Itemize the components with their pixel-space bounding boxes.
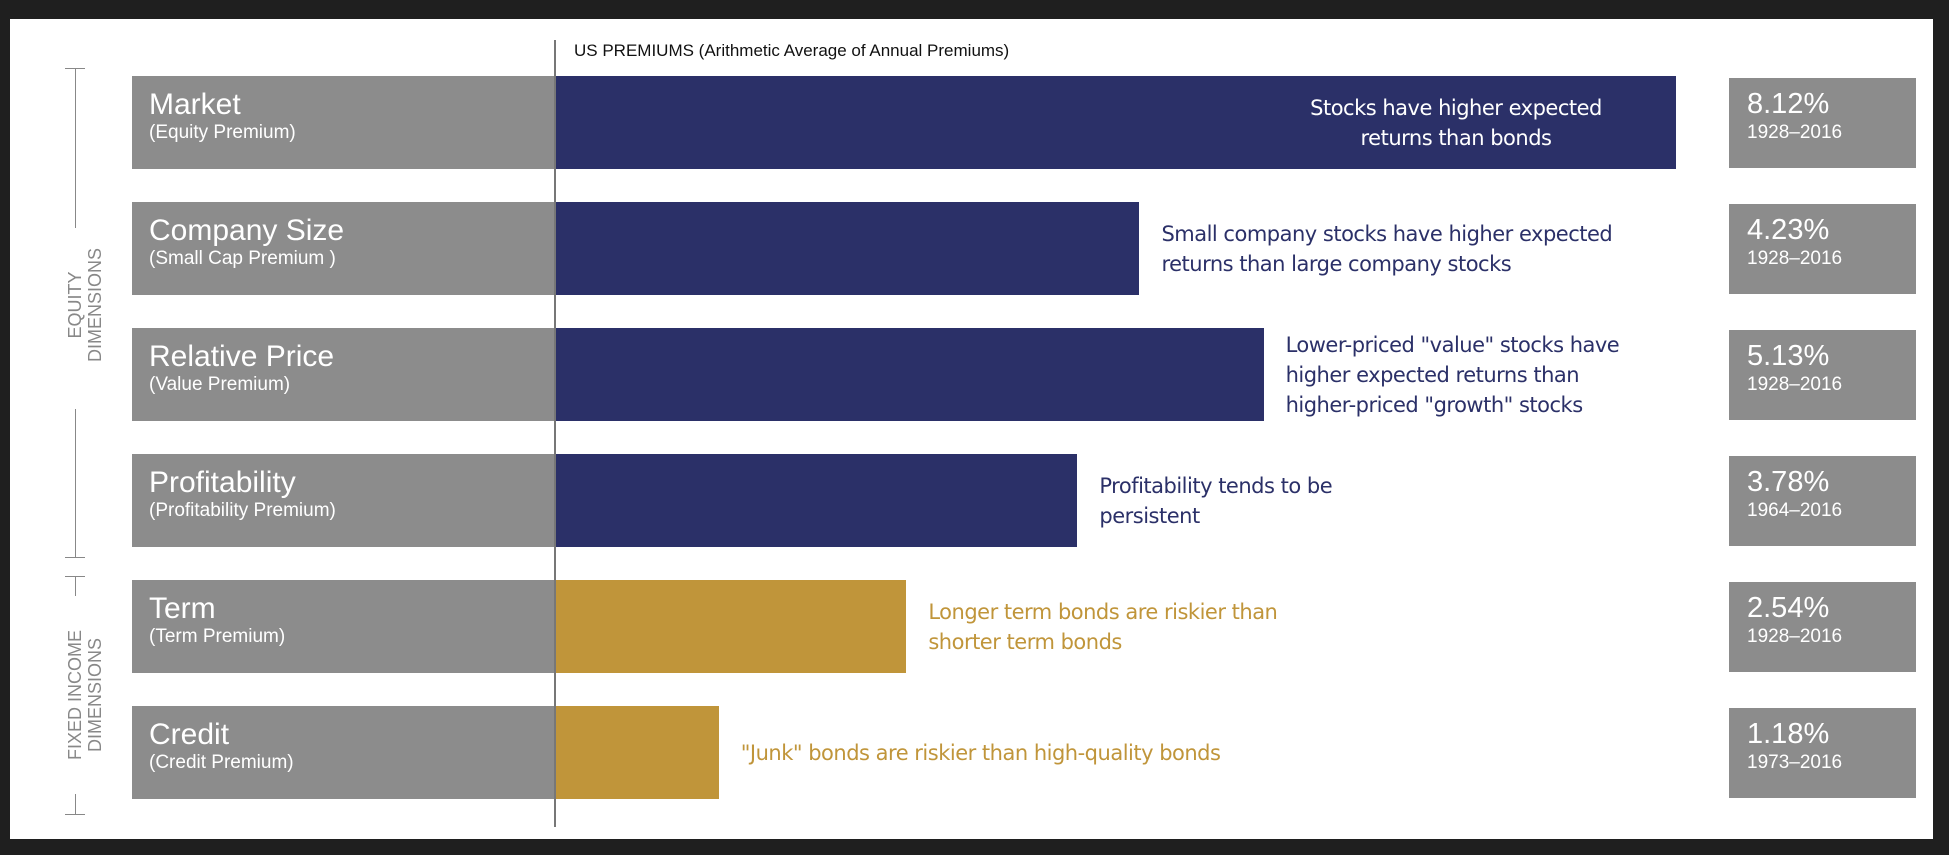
description-line: shorter term bonds bbox=[928, 629, 1122, 654]
row-subtitle: (Small Cap Premium ) bbox=[149, 248, 336, 269]
row-subtitle: (Equity Premium) bbox=[149, 122, 296, 143]
row-label-market: Market (Equity Premium) bbox=[132, 76, 554, 169]
fixed-income-bracket-line bbox=[75, 794, 76, 814]
description-line: higher-priced "growth" stocks bbox=[1285, 392, 1584, 417]
premium-value: 2.54% bbox=[1747, 592, 1830, 624]
row-label-company-size: Company Size (Small Cap Premium ) bbox=[132, 202, 554, 295]
row-label-profitability: Profitability (Profitability Premium) bbox=[132, 454, 554, 547]
fixed-income-bracket-bottom-tick bbox=[65, 814, 85, 815]
row-label-term: Term (Term Premium) bbox=[132, 580, 554, 673]
row-title: Relative Price bbox=[149, 340, 335, 373]
row-subtitle: (Term Premium) bbox=[149, 626, 286, 647]
row-title: Term bbox=[149, 592, 216, 625]
equity-bracket-line bbox=[75, 409, 76, 557]
equity-bracket-bottom-tick bbox=[65, 557, 85, 558]
bar-company-size bbox=[556, 202, 1140, 295]
bar-market bbox=[556, 76, 1676, 169]
bar-credit bbox=[556, 706, 719, 799]
bar-profitability bbox=[556, 454, 1078, 547]
description-line: returns than bonds bbox=[1360, 125, 1552, 150]
period-years: 1928–2016 bbox=[1747, 122, 1843, 143]
value-box: 3.78% 1964–2016 bbox=[1729, 456, 1916, 546]
bar-description: Longer term bonds are riskier than shorte… bbox=[928, 597, 1278, 657]
bar-term bbox=[556, 580, 907, 673]
premium-value: 1.18% bbox=[1747, 718, 1830, 750]
bar-description: Lower-priced "value" stocks have higher e… bbox=[1286, 330, 1620, 420]
premium-value: 5.13% bbox=[1747, 340, 1830, 372]
axis-line bbox=[554, 40, 556, 827]
description-line: Lower-priced "value" stocks have bbox=[1285, 332, 1620, 357]
row-title: Credit bbox=[149, 718, 230, 751]
value-box: 5.13% 1928–2016 bbox=[1729, 330, 1916, 420]
row-title: Company Size bbox=[149, 214, 345, 247]
value-box: 2.54% 1928–2016 bbox=[1729, 582, 1916, 672]
description-line: Stocks have higher expected bbox=[1310, 95, 1602, 120]
description-line: Small company stocks have higher expecte… bbox=[1161, 221, 1613, 246]
equity-bracket-line bbox=[75, 68, 76, 228]
chart-title: US PREMIUMS (Arithmetic Average of Annua… bbox=[574, 41, 1010, 60]
description-line: Longer term bonds are riskier than bbox=[928, 599, 1278, 624]
bar-description: "Junk" bonds are riskier than high-quali… bbox=[741, 738, 1221, 768]
row-subtitle: (Value Premium) bbox=[149, 374, 291, 395]
row-label-credit: Credit (Credit Premium) bbox=[132, 706, 554, 799]
period-years: 1928–2016 bbox=[1747, 374, 1843, 395]
premium-value: 4.23% bbox=[1747, 214, 1830, 246]
row-label-relative-price: Relative Price (Value Premium) bbox=[132, 328, 554, 421]
bar-description: Profitability tends to be persistent bbox=[1099, 471, 1332, 531]
bar-relative-price bbox=[556, 328, 1264, 421]
bar-description: Stocks have higher expected returns than … bbox=[1256, 93, 1656, 153]
equity-dimensions-label: EQUITY DIMENSIONS bbox=[65, 248, 105, 363]
premium-value: 3.78% bbox=[1747, 466, 1830, 498]
value-box: 8.12% 1928–2016 bbox=[1729, 78, 1916, 168]
fixed-income-bracket-line bbox=[75, 576, 76, 596]
description-line: "Junk" bonds are riskier than high-quali… bbox=[740, 740, 1221, 765]
fixed-income-dimensions-label: FIXED INCOME DIMENSIONS bbox=[65, 630, 105, 761]
row-subtitle: (Credit Premium) bbox=[149, 752, 294, 773]
period-years: 1973–2016 bbox=[1747, 752, 1843, 773]
value-box: 4.23% 1928–2016 bbox=[1729, 204, 1916, 294]
period-years: 1928–2016 bbox=[1747, 248, 1843, 269]
value-box: 1.18% 1973–2016 bbox=[1729, 708, 1916, 798]
description-line: returns than large company stocks bbox=[1161, 251, 1512, 276]
row-subtitle: (Profitability Premium) bbox=[149, 500, 336, 521]
row-title: Market bbox=[149, 88, 241, 121]
chart-panel: US PREMIUMS (Arithmetic Average of Annua… bbox=[10, 19, 1933, 839]
row-title: Profitability bbox=[149, 466, 296, 499]
description-line: Profitability tends to be bbox=[1099, 473, 1333, 498]
period-years: 1964–2016 bbox=[1747, 500, 1843, 521]
period-years: 1928–2016 bbox=[1747, 626, 1843, 647]
premium-value: 8.12% bbox=[1747, 88, 1830, 120]
bar-description: Small company stocks have higher expecte… bbox=[1161, 219, 1612, 279]
description-line: persistent bbox=[1099, 503, 1200, 528]
description-line: higher expected returns than bbox=[1285, 362, 1580, 387]
